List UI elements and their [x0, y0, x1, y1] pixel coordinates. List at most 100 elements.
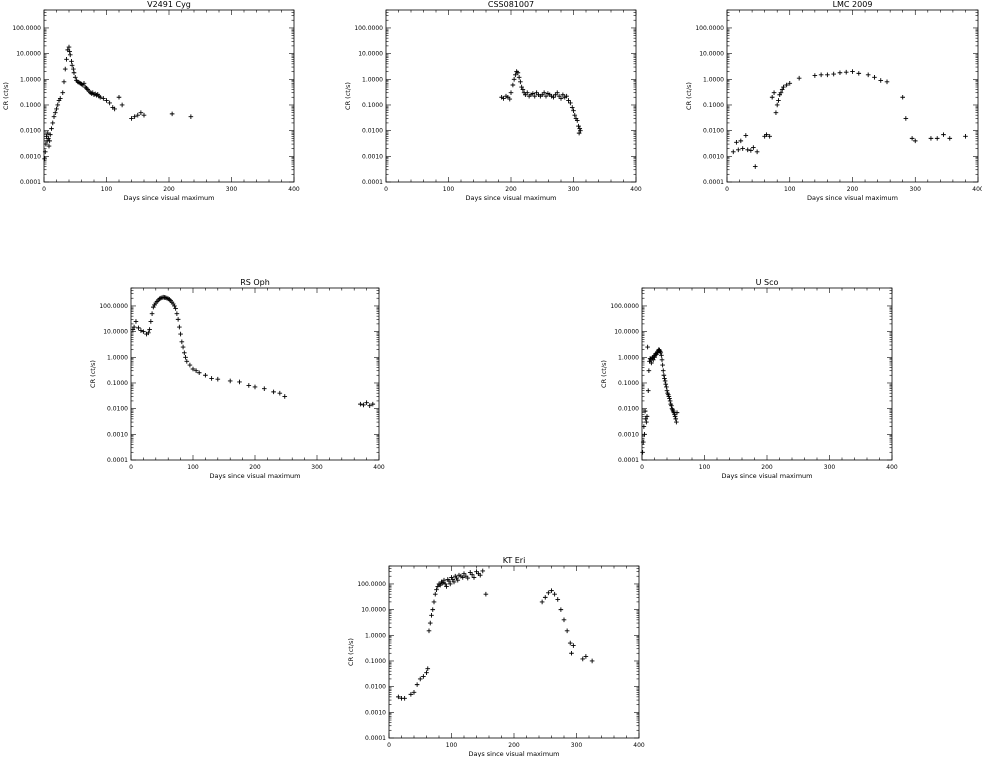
data-point [837, 70, 843, 76]
data-point [660, 362, 665, 368]
y-axis-label: CR (ct/s) [600, 360, 608, 388]
y-axis-label: CR (ct/s) [347, 638, 355, 666]
y-tick-label: 1.0000 [703, 76, 724, 83]
y-tick-label: 10.0000 [358, 51, 383, 58]
data-point [46, 136, 51, 141]
data-point [660, 368, 666, 374]
x-axis-label: Days since visual maximum [807, 194, 898, 202]
data-point [483, 591, 489, 597]
data-point [941, 132, 946, 137]
y-tick-label: 1.0000 [107, 354, 128, 361]
plot-frame [726, 9, 979, 183]
data-point [104, 98, 109, 103]
data-point [71, 66, 76, 72]
data-point [947, 136, 953, 141]
data-series [42, 44, 194, 162]
data-point [196, 370, 202, 376]
data-point [552, 591, 557, 597]
data-point [431, 599, 437, 605]
data-point [60, 90, 66, 96]
data-point [567, 640, 573, 646]
data-point [440, 580, 446, 586]
x-axis-label: Days since visual maximum [123, 194, 214, 202]
data-point [748, 148, 754, 153]
data-point [674, 419, 679, 425]
data-point [510, 82, 516, 88]
x-tick-label: 300 [226, 186, 238, 193]
data-point [277, 390, 283, 396]
data-point [182, 350, 187, 356]
data-point [650, 357, 656, 363]
y-tick-label: 1.0000 [20, 76, 41, 83]
data-point [246, 383, 252, 388]
chart-panel-6: KT Eri 0 100 200 300 400 0.0001 0.0010 0.0100 0.1… [347, 556, 645, 757]
data-point [451, 579, 457, 585]
data-point [430, 607, 436, 612]
data-point [146, 330, 151, 336]
data-point [583, 654, 589, 659]
data-point [571, 643, 576, 648]
data-point [663, 381, 669, 387]
data-point [577, 126, 583, 131]
data-point [659, 357, 665, 363]
data-point [843, 69, 849, 75]
data-point [649, 360, 654, 366]
data-point [188, 114, 194, 119]
y-tick-label: 1.0000 [618, 354, 639, 361]
data-point [460, 575, 466, 580]
data-point [180, 344, 186, 350]
y-axis-label: CR (ct/s) [344, 82, 352, 110]
data-point [427, 620, 433, 626]
y-tick-label: 10.0000 [699, 51, 724, 58]
data-point [752, 164, 758, 169]
data-point [43, 141, 49, 147]
x-axis-label: Days since visual maximum [468, 750, 559, 757]
x-axis-label: Days since visual maximum [209, 472, 300, 480]
data-point [133, 319, 139, 324]
y-tick-label: 100.0000 [695, 25, 724, 32]
x-tick-label: 100 [101, 186, 113, 193]
data-point [190, 366, 196, 372]
data-series [730, 69, 968, 169]
data-point [673, 416, 679, 422]
data-point [740, 146, 745, 151]
data-point [515, 70, 521, 76]
data-point [580, 656, 586, 662]
data-point [511, 76, 517, 82]
data-point [370, 401, 376, 407]
data-point [441, 577, 447, 583]
data-point [518, 79, 523, 85]
data-point [644, 414, 650, 419]
data-point [646, 368, 652, 374]
data-point [411, 690, 417, 695]
data-point [501, 96, 506, 101]
data-point [560, 92, 566, 98]
data-point [778, 90, 784, 96]
data-point [187, 362, 193, 368]
data-point [148, 319, 154, 324]
data-point [361, 402, 366, 408]
data-point [574, 118, 580, 123]
data-point [47, 138, 52, 144]
x-tick-label: 200 [163, 186, 175, 193]
chart-panel-1: V2491 Cyg 0 100 200 300 400 0.0001 0.0010 0.0100… [2, 0, 300, 202]
data-point [767, 134, 772, 139]
data-point [364, 400, 369, 406]
data-point [865, 72, 871, 78]
y-axis-label: CR (ct/s) [2, 82, 10, 110]
chart-title: U Sco [756, 278, 779, 287]
data-point [831, 71, 836, 77]
data-point [558, 96, 564, 101]
data-point [402, 696, 407, 701]
x-tick-label: 0 [640, 464, 644, 471]
data-point [564, 628, 570, 634]
data-point [67, 52, 73, 58]
data-point [578, 128, 583, 133]
data-point [669, 403, 674, 409]
data-point [101, 96, 106, 101]
y-tick-label: 0.0001 [703, 179, 724, 186]
data-point [480, 568, 486, 574]
y-tick-label: 0.0100 [618, 406, 639, 413]
data-point [571, 108, 576, 113]
